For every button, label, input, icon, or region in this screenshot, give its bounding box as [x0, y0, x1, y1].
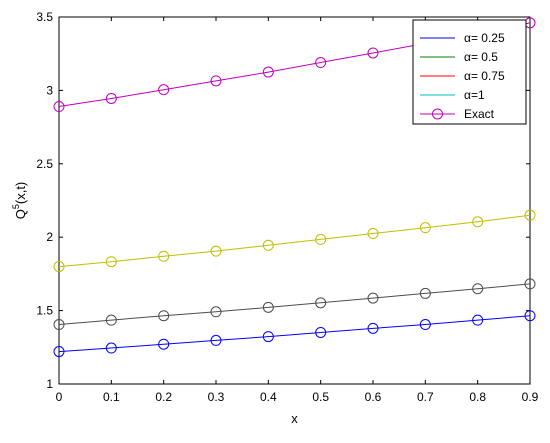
x-tick-label: 0.7 [417, 390, 434, 404]
y-tick-label: 3 [46, 83, 53, 97]
axis-ticks: 0 0.1 0.2 0.3 0.4 0.5 0.6 0.7 0.8 0.9 1 1.5 2 2.5 3 3.5 [36, 10, 538, 404]
series-marker [472, 314, 484, 326]
series-marker [367, 47, 379, 59]
series-marker [367, 322, 379, 334]
series-marker [158, 250, 170, 262]
series-marker [315, 57, 327, 69]
y-tick-label: 1 [46, 377, 53, 391]
series-marker [524, 310, 536, 322]
series-marker [367, 292, 379, 304]
legend-marker [432, 108, 443, 120]
legend-label: α= 0.25 [464, 31, 505, 45]
legend: α= 0.25 α= 0.5 α= 0.75 α=1 Exact [412, 19, 527, 125]
x-tick-label: 0.6 [365, 390, 382, 404]
legend-box [412, 19, 527, 125]
series-marker [210, 306, 222, 318]
series-line [58, 214, 531, 268]
x-tick-label: 0.3 [208, 390, 225, 404]
series-line [58, 283, 531, 325]
y-tick-label: 2 [46, 230, 53, 244]
series-marker [262, 239, 274, 251]
x-tick-label: 0 [56, 390, 63, 404]
x-tick-label: 0.4 [260, 390, 277, 404]
x-tick-label: 0.1 [103, 390, 120, 404]
series-marker [210, 245, 222, 257]
series-marker [158, 310, 170, 322]
series-marker [367, 228, 379, 240]
legend-label: α= 0.75 [464, 69, 505, 83]
y-tick-label: 1.5 [36, 304, 53, 318]
series-marker [315, 297, 327, 309]
x-axis-label: x [291, 411, 298, 426]
series-marker [105, 256, 117, 268]
series-marker [262, 331, 274, 343]
y-axis-label: Q5(x,t) [11, 182, 28, 220]
x-tick-label: 0.5 [312, 390, 329, 404]
series-marker [419, 287, 431, 299]
series-marker [315, 326, 327, 338]
x-tick-label: 0.8 [469, 390, 486, 404]
series-marker [472, 216, 484, 228]
series-marker [158, 84, 170, 96]
legend-label: Exact [464, 107, 495, 121]
series-marker [315, 233, 327, 245]
y-axis-label-main: Q [13, 209, 28, 219]
series-marker [419, 222, 431, 234]
series-marker [105, 342, 117, 354]
x-tick-label: 0.2 [155, 390, 172, 404]
series-marker [524, 209, 536, 221]
series-marker [53, 319, 65, 331]
series-marker [53, 101, 65, 113]
series-line [58, 315, 531, 353]
series-marker [472, 283, 484, 295]
series-marker [210, 334, 222, 346]
series-marker [53, 261, 65, 273]
y-tick-label: 3.5 [36, 10, 53, 24]
x-tick-label: 0.9 [522, 390, 539, 404]
series-marker [210, 75, 222, 87]
series-marker [524, 278, 536, 290]
series-marker [262, 301, 274, 313]
series-marker [105, 314, 117, 326]
series-marker [53, 346, 65, 358]
series-marker [262, 66, 274, 78]
series-marker [158, 338, 170, 350]
series-marker [105, 92, 117, 104]
legend-label: α= 0.5 [464, 50, 498, 64]
y-axis-label-args: (x,t) [13, 182, 28, 204]
y-tick-label: 2.5 [36, 157, 53, 171]
legend-label: α=1 [464, 88, 485, 102]
series-marker [419, 319, 431, 331]
y-axis-label-superscript: 5 [11, 204, 21, 209]
